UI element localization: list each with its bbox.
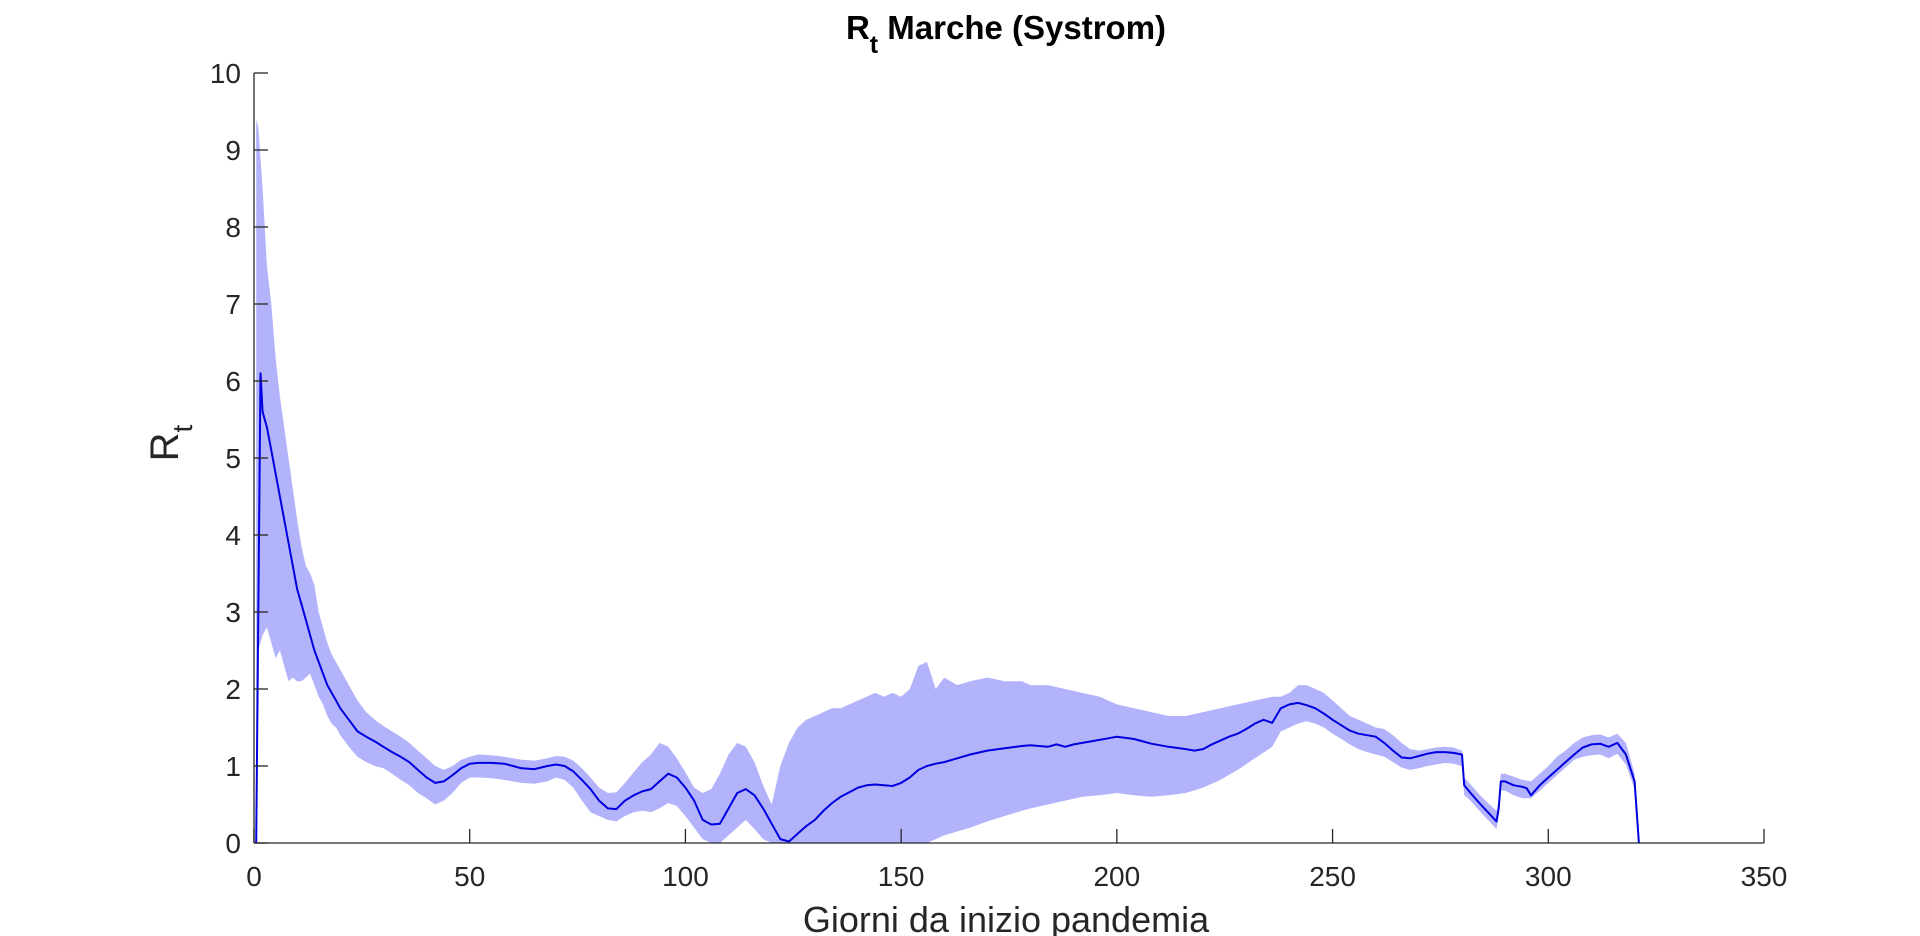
rt-line [255, 372, 1640, 844]
y-tick-label: 1 [225, 751, 241, 782]
y-tick-label: 8 [225, 212, 241, 243]
title-symbol: R [846, 9, 870, 46]
plot-area [255, 119, 1640, 844]
x-tick-label: 100 [662, 861, 709, 892]
x-tick-label: 50 [454, 861, 485, 892]
axes: 0 50 100 150 200 250 300 350 0 1 2 3 4 5 6 7 8 9 10 [210, 58, 1788, 892]
y-axis-symbol: R [143, 432, 187, 461]
y-axis-subscript: t [167, 424, 198, 432]
title-rest: Marche (Systrom) [878, 9, 1166, 46]
y-tick-label: 7 [225, 289, 241, 320]
y-tick-label: 5 [225, 443, 241, 474]
title-subscript: t [870, 31, 879, 59]
x-tick-label: 200 [1093, 861, 1140, 892]
x-tick-label: 0 [246, 861, 262, 892]
confidence-band [256, 119, 1639, 843]
x-axis-label: Giorni da inizio pandemia [803, 899, 1210, 936]
y-tick-label: 9 [225, 135, 241, 166]
y-tick-label: 3 [225, 597, 241, 628]
y-tick-label: 6 [225, 366, 241, 397]
chart-title: Rt Marche (Systrom) [846, 9, 1166, 59]
y-axis-label: Rt [143, 424, 198, 461]
x-tick-label: 150 [878, 861, 925, 892]
x-tick-label: 350 [1741, 861, 1788, 892]
y-tick-label: 0 [225, 828, 241, 859]
y-tick-label: 4 [225, 520, 241, 551]
x-tick-label: 300 [1525, 861, 1572, 892]
y-tick-label: 2 [225, 674, 241, 705]
x-tick-label: 250 [1309, 861, 1356, 892]
y-tick-label: 10 [210, 58, 241, 89]
